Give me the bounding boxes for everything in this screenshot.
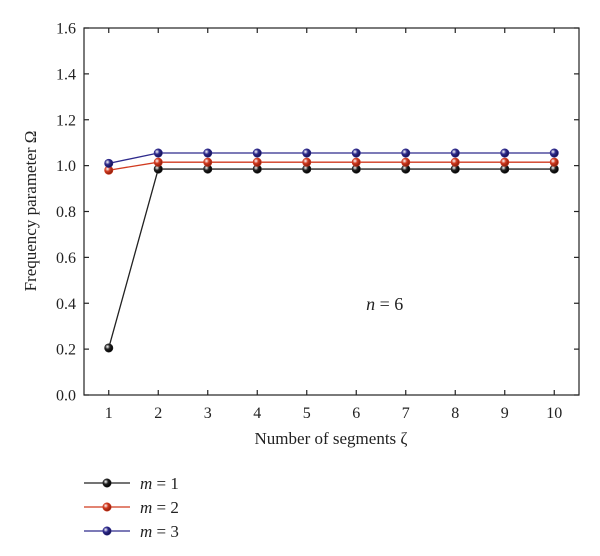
data-point — [252, 157, 262, 167]
data-point — [252, 148, 262, 158]
series-line — [108, 161, 555, 171]
x-tick-label: 7 — [402, 405, 410, 422]
data-point — [351, 157, 361, 167]
series-layer — [104, 148, 559, 353]
x-tick-label: 4 — [253, 405, 261, 422]
legend-label: m = 1 — [140, 474, 179, 493]
legend-eq: = 1 — [152, 474, 179, 493]
x-tick-label: 6 — [352, 405, 360, 422]
y-tick-label: 0.4 — [56, 296, 76, 313]
data-point — [450, 157, 460, 167]
y-tick-label: 0.2 — [56, 342, 76, 359]
y-tick-label: 0.0 — [56, 388, 76, 405]
x-tick-label: 10 — [546, 405, 562, 422]
legend-label: m = 3 — [140, 522, 179, 541]
y-tick-label: 1.0 — [56, 158, 76, 175]
x-axis: 1 2 3 4 5 6 7 8 9 10 — [105, 28, 562, 422]
series-line — [108, 168, 555, 349]
data-point — [203, 157, 213, 167]
y-tick-label: 0.6 — [56, 250, 76, 267]
x-tick-label: 3 — [204, 405, 212, 422]
y-tick-label: 1.4 — [56, 66, 76, 83]
data-point — [450, 148, 460, 158]
data-point — [401, 148, 411, 158]
legend-eq: = 3 — [152, 522, 179, 541]
y-tick-label: 0.8 — [56, 204, 76, 221]
data-point — [302, 157, 312, 167]
x-tick-label: 1 — [105, 405, 113, 422]
annotation-var: n — [366, 294, 375, 314]
legend-var: m — [140, 498, 152, 517]
data-point — [203, 148, 213, 158]
legend-item: m = 1 — [84, 474, 179, 493]
data-point — [104, 158, 114, 168]
annotation-eq: = 6 — [375, 294, 403, 314]
series-line — [108, 152, 555, 164]
data-point — [549, 157, 559, 167]
legend-marker — [102, 502, 112, 512]
y-axis-title: Frequency parameter Ω — [21, 131, 40, 292]
legend-item: m = 3 — [84, 522, 179, 541]
x-axis-title: Number of segments ζ — [255, 429, 408, 448]
legend: m = 1m = 2m = 3 — [84, 474, 179, 541]
series-m2 — [104, 157, 559, 175]
data-point — [549, 148, 559, 158]
legend-marker — [102, 526, 112, 536]
data-point — [153, 148, 163, 158]
data-point — [351, 148, 361, 158]
y-axis: 0.0 0.2 0.4 0.6 0.8 1.0 1.2 1.4 1.6 — [56, 21, 579, 405]
data-point — [153, 157, 163, 167]
x-tick-label: 8 — [451, 405, 459, 422]
plot-frame — [83, 27, 580, 396]
x-tick-label: 5 — [303, 405, 311, 422]
data-point — [401, 157, 411, 167]
legend-eq: = 2 — [152, 498, 179, 517]
legend-marker — [102, 478, 112, 488]
legend-item: m = 2 — [84, 498, 179, 517]
x-tick-label: 9 — [501, 405, 509, 422]
y-tick-label: 1.6 — [56, 21, 76, 38]
data-point — [104, 343, 114, 353]
legend-label: m = 2 — [140, 498, 179, 517]
y-tick-label: 1.2 — [56, 112, 76, 129]
data-point — [500, 157, 510, 167]
data-point — [302, 148, 312, 158]
series-m3 — [104, 148, 559, 168]
n-annotation: n = 6 — [366, 294, 403, 314]
legend-var: m — [140, 474, 152, 493]
legend-var: m — [140, 522, 152, 541]
series-m1 — [104, 164, 559, 353]
data-point — [500, 148, 510, 158]
x-tick-label: 2 — [154, 405, 162, 422]
